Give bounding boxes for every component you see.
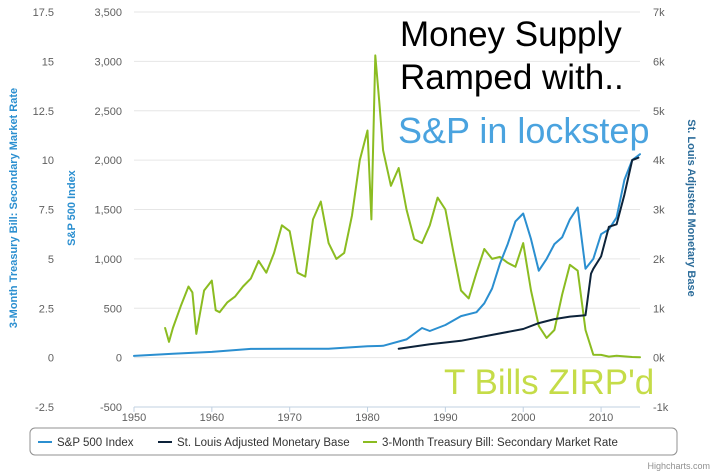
y-axis-sp500: -500 0 500 1,000 1,500 2,000 2,500 3,000 3,500	[94, 7, 122, 414]
x-tick-label: 1950	[122, 412, 146, 424]
legend-item-monetary-base[interactable]: St. Louis Adjusted Monetary Base	[158, 437, 350, 449]
x-tick-label: 2000	[511, 412, 535, 424]
y-axis-monetary-base: -1k 0k 1k 2k 3k 4k 5k 6k 7k	[653, 7, 669, 414]
x-tick-label: 1970	[277, 412, 301, 424]
legend-label-monetary-base: St. Louis Adjusted Monetary Base	[177, 437, 350, 449]
y-tick-label-tbill: 17.5	[33, 7, 54, 19]
y-tick-label-sp500: 3,500	[94, 7, 122, 19]
y-tick-label-sp500: -500	[100, 402, 122, 414]
y-tick-label-sp500: 1,500	[94, 205, 122, 217]
y-tick-label-monetary-base: 7k	[653, 7, 665, 19]
y-tick-label-sp500: 500	[104, 303, 122, 315]
y-tick-label-monetary-base: 0k	[653, 353, 665, 365]
y-tick-label-tbill: 7.5	[39, 205, 54, 217]
y-tick-label-monetary-base: 4k	[653, 155, 665, 167]
y-axis-title-tbill: 3-Month Treasury Bill: Secondary Market …	[8, 88, 20, 328]
y-tick-label-monetary-base: 5k	[653, 106, 665, 118]
y-tick-label-monetary-base: 3k	[653, 205, 665, 217]
y-tick-label-tbill: 12.5	[33, 106, 54, 118]
annotation-tbills-zirp: T Bills ZIRP'd	[444, 363, 654, 402]
x-tick-label: 2010	[589, 412, 613, 424]
legend-label-tbill: 3-Month Treasury Bill: Secondary Market …	[382, 437, 618, 449]
annotation-money-supply: Money Supply	[400, 15, 622, 54]
legend-item-sp500[interactable]: S&P 500 Index	[38, 437, 134, 449]
y-tick-label-tbill: 2.5	[39, 303, 54, 315]
y-tick-label-monetary-base: 6k	[653, 56, 665, 68]
x-tick-label: 1960	[200, 412, 224, 424]
legend-item-tbill[interactable]: 3-Month Treasury Bill: Secondary Market …	[363, 437, 618, 449]
x-axis: 1950 1960 1970 1980 1990 2000 2010	[122, 406, 640, 424]
grid-lines	[134, 11, 640, 408]
y-tick-label-monetary-base: -1k	[653, 402, 669, 414]
legend-label-sp500: S&P 500 Index	[57, 437, 134, 449]
x-tick-label: 1980	[355, 412, 379, 424]
y-tick-label-sp500: 1,000	[94, 254, 122, 266]
legend: S&P 500 Index St. Louis Adjusted Monetar…	[29, 427, 678, 456]
y-tick-label-monetary-base: 2k	[653, 254, 665, 266]
y-tick-label-sp500: 2,500	[94, 106, 122, 118]
series-line-monetary-base[interactable]	[397, 156, 640, 350]
y-axis-title-sp500: S&P 500 Index	[66, 169, 78, 245]
y-tick-label-tbill: 0	[48, 353, 54, 365]
credit-link[interactable]: Highcharts.com	[647, 461, 710, 471]
y-tick-label-tbill: 10	[42, 155, 54, 167]
annotation-sp-lockstep: S&P in lockstep	[398, 110, 649, 151]
series-line-tbill[interactable]	[164, 54, 641, 359]
series-line-sp500[interactable]	[133, 153, 641, 357]
y-axis-tbill: -2.5 0 2.5 5 7.5 10 12.5 15 17.5	[33, 7, 54, 414]
series-layer	[133, 54, 641, 359]
y-tick-label-monetary-base: 1k	[653, 303, 665, 315]
x-tick-label: 1990	[433, 412, 457, 424]
legend-box	[29, 427, 678, 456]
annotation-ramped-with: Ramped with..	[400, 58, 624, 97]
y-axis-title-monetary-base: St. Louis Adjusted Monetary Base	[685, 119, 697, 296]
y-tick-label-tbill: 5	[48, 254, 54, 266]
y-tick-label-tbill: -2.5	[35, 402, 54, 414]
y-tick-label-sp500: 2,000	[94, 155, 122, 167]
y-tick-label-sp500: 3,000	[94, 56, 122, 68]
y-tick-label-sp500: 0	[116, 353, 122, 365]
y-tick-label-tbill: 15	[42, 56, 54, 68]
